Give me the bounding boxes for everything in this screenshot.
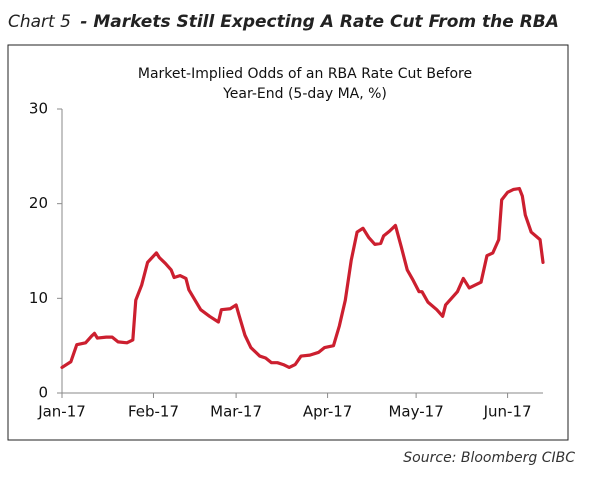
x-tick-label: Mar-17 — [210, 403, 262, 421]
data-line — [60, 186, 545, 370]
y-tick-label: 10 — [29, 289, 48, 307]
y-tick-label: 30 — [29, 100, 48, 118]
source: Source: Bloomberg CIBC — [403, 450, 575, 466]
y-tick-label: 0 — [38, 384, 48, 402]
x-tick-label: Jan-17 — [37, 403, 86, 421]
x-tick-label: Feb-17 — [128, 403, 179, 421]
y-tick-label: 20 — [29, 194, 48, 212]
chart-label: Chart 5 — [8, 12, 71, 32]
subtitle-line: Market-Implied Odds of an RBA Rate Cut B… — [138, 66, 472, 82]
subtitle-line: Year-End (5-day MA, %) — [222, 86, 387, 102]
x-tick-label: Jun-17 — [483, 403, 532, 421]
x-tick-label: May-17 — [388, 403, 443, 421]
chart-title: - Markets Still Expecting A Rate Cut Fro… — [80, 12, 559, 32]
x-tick-label: Apr-17 — [303, 403, 353, 421]
header: Chart 5 - Markets Still Expecting A Rate… — [8, 12, 559, 32]
chart-frame — [7, 44, 569, 441]
